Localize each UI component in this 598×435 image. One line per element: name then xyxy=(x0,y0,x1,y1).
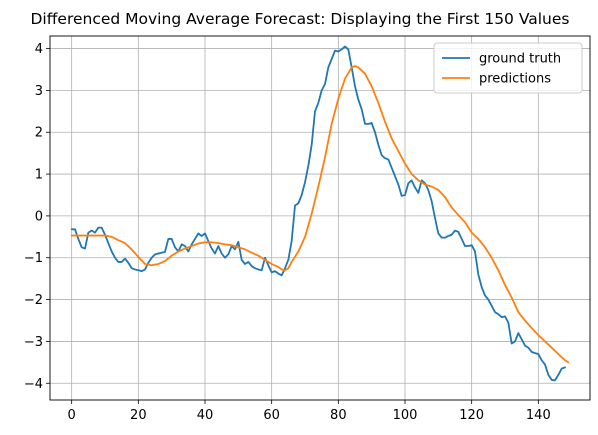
series-line-predictions xyxy=(70,65,570,364)
y-tick-label: 3 xyxy=(35,84,43,99)
legend-label: ground truth xyxy=(479,52,561,67)
legend: ground truth predictions xyxy=(433,42,583,94)
x-tick-label: 60 xyxy=(263,408,280,423)
x-tick-label: 80 xyxy=(330,408,347,423)
series-line-ground-truth xyxy=(70,45,566,382)
series-lines xyxy=(70,45,570,382)
chart-title: Differenced Moving Average Forecast: Dis… xyxy=(30,10,569,28)
x-tick-label: 40 xyxy=(197,408,214,423)
x-tick-label: 20 xyxy=(130,408,147,423)
y-tick-label: −2 xyxy=(24,293,43,308)
x-tick-label: 0 xyxy=(68,408,76,423)
x-tick-label: 120 xyxy=(459,408,484,423)
legend-label: predictions xyxy=(479,72,551,87)
y-tick-label: −3 xyxy=(24,335,43,350)
y-tick-label: −4 xyxy=(24,377,43,392)
axis-ticks: 0 20 40 60 80 100 120 140 −4 −3 −2 −1 0 1 2 3 4 xyxy=(24,42,551,423)
y-tick-label: 4 xyxy=(35,42,43,57)
x-tick-label: 140 xyxy=(526,408,551,423)
y-tick-label: −1 xyxy=(24,251,43,266)
plot-area-frame xyxy=(49,35,591,401)
grid-lines xyxy=(50,36,590,400)
y-tick-label: 1 xyxy=(35,168,43,183)
y-tick-label: 2 xyxy=(35,126,43,141)
x-tick-label: 100 xyxy=(393,408,418,423)
y-tick-label: 0 xyxy=(35,209,43,224)
legend-box xyxy=(433,42,583,94)
